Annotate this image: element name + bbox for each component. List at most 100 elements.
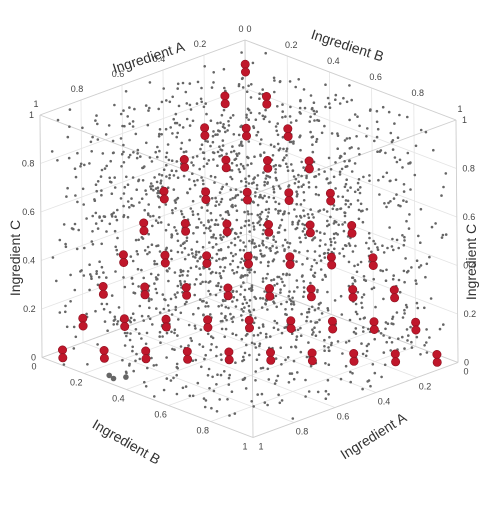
gray-point	[295, 190, 298, 193]
grid-line-wall-a-c	[245, 136, 457, 218]
gray-point	[432, 148, 435, 152]
gray-point	[185, 117, 189, 121]
tick-b-bottom: 0.4	[112, 394, 125, 404]
gray-point	[305, 319, 308, 323]
gray-point	[284, 358, 287, 362]
red-design-point	[224, 355, 234, 365]
red-design-point	[369, 317, 379, 327]
gray-point	[250, 83, 253, 86]
gray-point	[401, 335, 404, 339]
gray-point	[241, 318, 244, 322]
gray-point	[309, 130, 312, 134]
gray-point	[154, 219, 158, 222]
gray-point	[253, 270, 256, 274]
gray-point	[339, 207, 343, 210]
gray-point	[245, 116, 248, 119]
gray-point	[181, 273, 184, 277]
gray-point	[381, 105, 385, 109]
gray-point	[318, 318, 321, 322]
gray-point	[128, 338, 132, 342]
gray-point-cloud	[50, 51, 448, 420]
red-design-point	[183, 354, 193, 364]
gray-point	[334, 161, 337, 164]
red-design-point	[99, 345, 109, 355]
gray-point	[354, 310, 358, 314]
gray-point	[124, 90, 128, 93]
gray-point	[357, 178, 361, 181]
gray-point	[152, 214, 155, 218]
gray-point	[324, 362, 327, 365]
gray-point	[281, 280, 284, 284]
gray-point	[425, 328, 428, 331]
gray-point	[247, 140, 251, 143]
gray-point	[259, 367, 263, 370]
red-design-point	[202, 251, 212, 261]
tick-c-right: 0.4	[463, 261, 476, 271]
gray-point	[184, 90, 188, 94]
gray-point	[265, 246, 268, 249]
gray-point	[258, 244, 261, 247]
gray-point	[122, 192, 126, 195]
gray-point	[208, 387, 211, 390]
gray-point	[231, 145, 234, 148]
gray-point	[191, 213, 195, 216]
gray-point	[296, 221, 300, 224]
gray-point	[297, 78, 301, 81]
gray-point	[358, 153, 361, 156]
gray-point	[90, 240, 94, 243]
gray-point	[202, 105, 206, 109]
gray-point	[279, 187, 282, 190]
gray-point	[330, 343, 333, 347]
red-design-point	[240, 59, 250, 69]
gray-point	[113, 186, 117, 189]
gray-point	[306, 257, 309, 260]
gray-point	[232, 149, 236, 153]
grid-line-wall-a-c	[245, 88, 457, 169]
gray-point	[336, 340, 340, 343]
gray-point	[323, 232, 326, 235]
gray-point	[204, 399, 208, 402]
gray-point	[271, 259, 275, 263]
gray-point	[419, 207, 423, 211]
gray-point	[154, 287, 158, 291]
gray-point	[132, 291, 135, 295]
gray-point	[100, 168, 104, 172]
gray-point	[390, 341, 394, 344]
gray-point	[392, 274, 396, 277]
gray-point	[156, 191, 159, 195]
gray-point	[165, 377, 169, 380]
gray-point	[302, 280, 306, 283]
gray-point	[254, 118, 258, 121]
gray-point	[157, 273, 160, 277]
gray-point	[234, 253, 237, 256]
gray-point	[391, 139, 395, 142]
gray-point	[158, 311, 162, 314]
gray-point	[376, 246, 379, 249]
gray-point	[175, 392, 179, 396]
gray-point	[147, 297, 151, 300]
gray-point	[284, 162, 288, 166]
gray-point	[217, 305, 220, 308]
gray-point	[231, 114, 235, 117]
gray-point	[358, 317, 362, 321]
gray-point	[202, 397, 206, 400]
gray-point	[240, 77, 244, 81]
cube-edge	[250, 119, 457, 196]
gray-point	[219, 121, 222, 124]
gray-point	[164, 228, 168, 232]
gray-point	[274, 168, 278, 171]
gray-point	[324, 389, 328, 393]
gray-point	[159, 221, 163, 224]
gray-point	[413, 173, 417, 177]
gray-point	[285, 272, 289, 276]
tick-b-top: 1	[457, 104, 462, 114]
gray-point	[174, 229, 178, 232]
gray-point	[342, 254, 346, 258]
gray-point	[216, 164, 219, 167]
gray-point	[275, 129, 279, 133]
gray-point	[122, 161, 126, 164]
gray-point	[349, 370, 352, 374]
gray-point	[364, 354, 368, 358]
gray-point	[291, 220, 294, 224]
tick-c-right: 0.2	[464, 309, 477, 319]
